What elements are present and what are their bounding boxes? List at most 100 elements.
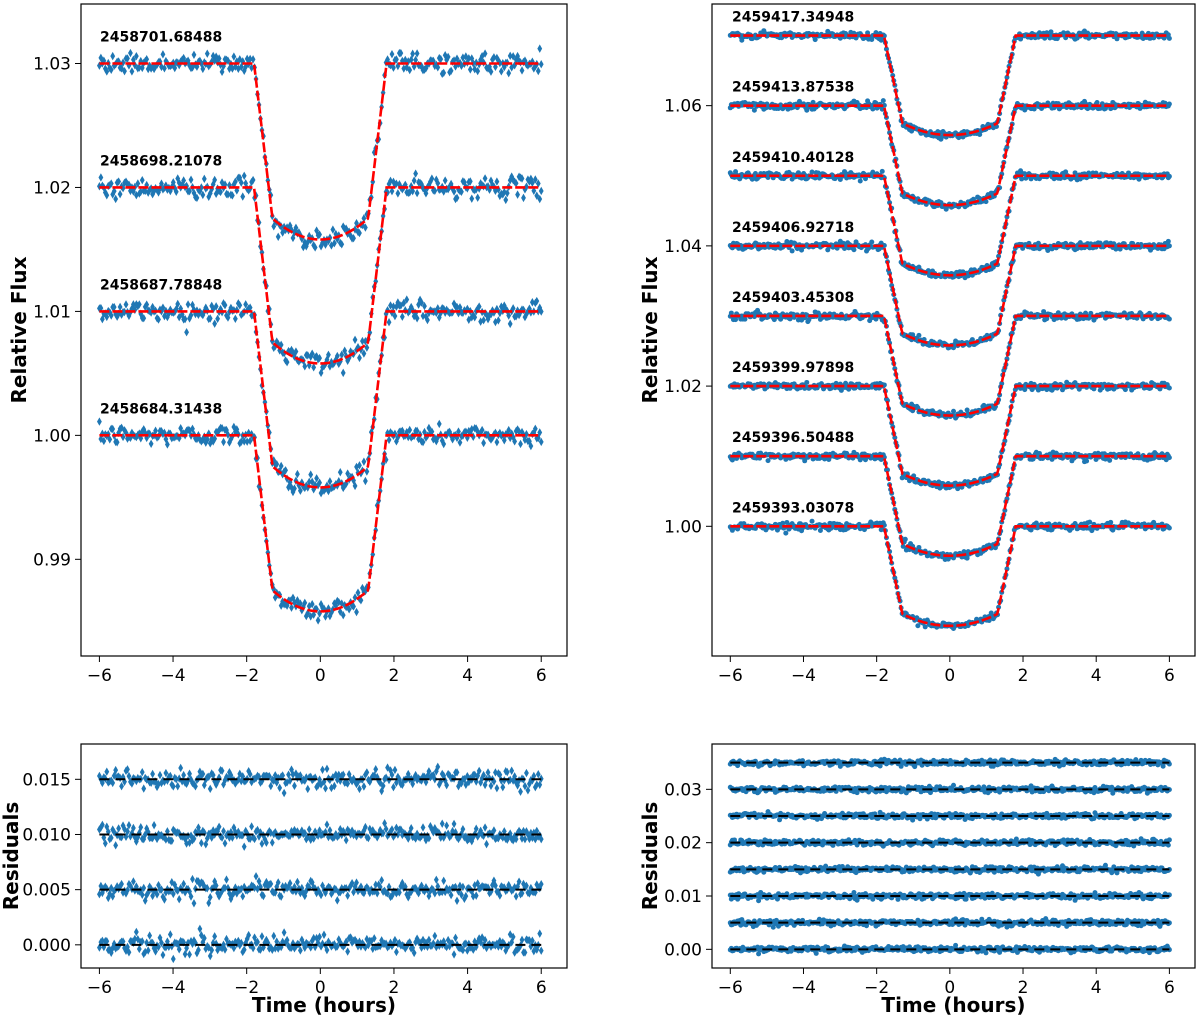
data-point [296,481,302,490]
data-point [765,458,771,464]
data-point [302,598,308,608]
data-point [340,222,346,231]
x-tick-label: 2 [1018,666,1029,686]
data-point [463,427,469,436]
data-point [113,194,119,204]
data-point [534,296,540,306]
epoch-label: 2458701.68488 [100,29,222,45]
data-point [774,527,780,533]
data-point [333,229,339,239]
data-point [1084,458,1090,464]
data-point [246,186,252,195]
data-point [241,437,247,446]
data-point [116,177,122,186]
data-point [244,184,250,193]
data-point [287,347,293,357]
data-point [395,61,401,71]
data-point [346,605,352,614]
data-point [809,169,815,175]
data-point [237,55,243,64]
epoch-label: 2459396.50488 [732,430,854,446]
y-tick-label: 1.00 [33,426,71,446]
epoch-label: 2459403.45308 [732,290,854,306]
data-point [951,408,957,414]
data-point [441,187,447,196]
data-point [538,186,544,196]
data-point [225,56,231,65]
data-point [318,488,324,498]
data-point [394,947,399,957]
data-point [364,343,370,352]
data-point [278,461,284,471]
data-point [241,171,247,180]
data-point [512,437,518,446]
data-point [438,308,444,318]
data-point [401,298,407,308]
data-point [503,304,509,314]
data-point [123,300,129,309]
data-point [238,437,244,446]
data-point [535,179,541,188]
data-point [162,64,167,73]
epoch-label: 2459410.40128 [732,150,854,166]
data-point [441,439,447,449]
data-point [128,48,133,58]
data-point [315,616,321,625]
data-point [107,63,113,73]
data-point [420,311,426,321]
data-point [210,180,216,189]
data-point [538,946,544,955]
data-point [311,610,317,619]
data-point [339,240,345,249]
data-point [532,175,538,184]
data-point [494,53,500,63]
data-point [528,441,534,451]
data-point [300,242,306,252]
model-line [730,314,1170,417]
data-point [426,180,432,190]
data-point [504,188,510,198]
data-point [529,298,535,307]
data-point [394,437,399,446]
data-point [741,521,747,527]
data-point [198,183,204,192]
data-point [362,476,368,486]
data-point [317,609,322,618]
data-point [470,432,476,442]
data-point [425,315,430,325]
data-point [534,191,540,200]
data-point [1166,525,1172,531]
data-point [469,54,475,63]
data-point [145,188,151,197]
y-tick-label: 1.02 [664,377,702,397]
data-point [1108,519,1114,525]
data-point [447,427,453,437]
x-tick-label: −2 [864,666,889,686]
data-point [292,484,297,493]
data-point [243,179,249,188]
data-point [284,357,290,367]
data-point [169,60,175,70]
data-point [336,597,342,607]
axes-frame [80,3,568,657]
data-point [306,477,312,487]
data-point [147,931,153,940]
data-point [529,178,535,188]
data-point [164,440,170,449]
data-point [287,221,293,230]
data-point [469,424,475,434]
data-point [1087,519,1093,525]
data-point [410,49,416,58]
data-point [308,352,314,361]
data-point [218,187,223,197]
data-point [163,181,169,190]
data-point [506,425,512,435]
data-point [136,300,142,309]
data-point [213,302,219,311]
data-point [123,177,129,186]
data-point [456,427,461,436]
data-point [187,186,192,196]
data-point [988,610,994,616]
panel-top-right-flux: 2459393.030782459396.504882459399.978982… [638,3,1196,686]
data-point [1007,412,1013,418]
